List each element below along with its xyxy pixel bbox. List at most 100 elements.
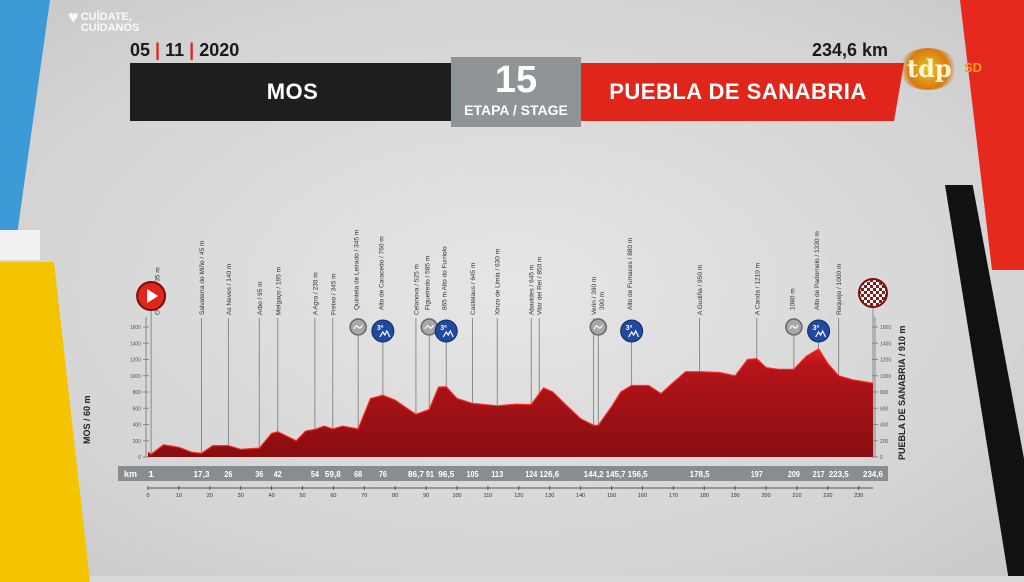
km-point-label: 217 — [813, 469, 825, 479]
km-ruler-label: 140 — [576, 493, 585, 499]
km-point-label: 145,7 — [606, 469, 626, 479]
stage-date: 05 | 11 | 2020 — [130, 40, 240, 60]
km-bar-unit: km — [124, 469, 137, 479]
waypoint-label: Arbo / 95 m — [257, 281, 264, 315]
climb-category-marker: 3ª — [620, 319, 644, 343]
km-point-label: 209 — [788, 469, 800, 479]
waypoint-label: Xinzo de Limia / 630 m — [495, 249, 502, 315]
km-ruler-label: 230 — [854, 493, 863, 499]
elevation-profile-area — [148, 348, 873, 457]
km-point-label: 1 — [148, 469, 154, 479]
km-ruler-label: 210 — [792, 493, 801, 499]
climb-category: 3ª — [626, 325, 633, 332]
waypoint-label: Freixo / 345 m — [330, 273, 337, 315]
km-point-label: 42 — [274, 469, 282, 479]
climb-category: 3ª — [377, 325, 384, 332]
left-y-tick-label: 800 — [133, 390, 142, 396]
km-point-label: 113 — [491, 469, 503, 479]
right-y-tick-label: 1000 — [880, 374, 891, 380]
waypoint-label: A Agra / 230 m — [312, 272, 319, 315]
sprint-icon-glyph — [424, 324, 434, 330]
sprint-marker — [589, 318, 608, 336]
km-ruler-label: 120 — [514, 493, 523, 499]
km-ruler-label: 180 — [700, 493, 709, 499]
km-ruler-label: 90 — [423, 493, 429, 499]
left-y-tick-label: 1200 — [130, 358, 141, 364]
start-banner: MOS — [130, 63, 455, 121]
left-y-tick-label: 1000 — [130, 374, 141, 380]
white-stripe — [0, 230, 40, 260]
waypoint-label: 390 m — [599, 292, 606, 310]
km-ruler-label: 200 — [761, 493, 770, 499]
climb-category: 3ª — [440, 325, 447, 332]
left-y-tick-label: 0 — [138, 455, 141, 461]
km-point-label: 59,8 — [325, 469, 341, 479]
waypoint-label: Alto de Padornelo / 1330 m — [814, 231, 821, 310]
play-icon — [147, 289, 159, 303]
sprint-icon-glyph — [593, 324, 603, 330]
stage-distance: 234,6 km — [812, 40, 889, 60]
km-point-label: 36 — [255, 469, 263, 479]
left-y-tick-label: 200 — [133, 439, 142, 445]
km-ruler-label: 20 — [207, 493, 213, 499]
sd-badge: SD — [964, 60, 983, 75]
km-point-label: 17,3 — [193, 469, 209, 479]
left-y-tick-label: 400 — [133, 423, 142, 429]
stage-label: ETAPA / STAGE — [464, 102, 568, 118]
heart-icon: ♥ — [68, 7, 79, 27]
waypoint-label: 1080 m — [789, 288, 796, 310]
left-y-tick-label: 600 — [133, 406, 142, 412]
climb-category-marker: 3ª — [371, 319, 395, 343]
sprint-marker — [420, 318, 438, 336]
mountain-icon-glyph — [442, 329, 454, 338]
km-point-label: 178,5 — [690, 469, 710, 479]
waypoint-label: Figueiredo / 585 m — [425, 256, 432, 310]
right-y-tick-label: 600 — [880, 406, 889, 412]
waypoint-label: Celanova / 525 m — [413, 264, 420, 315]
km-point-label: 234,6 — [863, 469, 883, 479]
km-point-label: 54 — [311, 469, 319, 479]
km-ruler-label: 190 — [731, 493, 740, 499]
waypoint-label: Castelaus / 645 m — [470, 263, 477, 315]
km-point-label: 223,5 — [829, 469, 849, 479]
km-ruler-label: 130 — [545, 493, 554, 499]
tdp-logo — [898, 48, 958, 90]
start-marker — [136, 281, 167, 311]
sprint-marker — [349, 318, 367, 336]
sprint-icon-glyph — [789, 324, 799, 330]
waypoint-label: Alto de Caracedo / 760 m — [378, 236, 385, 310]
km-ruler-label: 220 — [823, 493, 832, 499]
waypoint-label: Alto de Fumaces / 880 m — [627, 238, 634, 310]
waypoint-label: Quintela de Leirado / 345 m — [354, 230, 361, 310]
km-ruler-label: 30 — [238, 493, 244, 499]
waypoint-label: A Canda / 1210 m — [754, 263, 761, 315]
right-y-tick-label: 200 — [880, 439, 889, 445]
km-point-label: 126,6 — [539, 469, 559, 479]
right-y-tick-label: 800 — [880, 390, 889, 396]
km-point-label: 105 — [466, 469, 478, 479]
km-ruler-label: 100 — [452, 493, 461, 499]
waypoint-label: Requejo / 1000 m — [836, 264, 843, 315]
km-ruler-label: 40 — [269, 493, 275, 499]
left-y-tick-label: 1600 — [130, 325, 141, 331]
stage-number-box: 15 ETAPA / STAGE — [451, 57, 581, 127]
waypoint-label: Vilar del Rei / 850 m — [537, 257, 544, 315]
waypoint-label: As Neves / 140 m — [226, 264, 233, 315]
finish-marker — [858, 278, 888, 308]
waypoint-label: Verin / 390 m — [591, 277, 598, 315]
km-point-label: 96,5 — [438, 469, 454, 479]
stage-number: 15 — [494, 59, 538, 101]
waypoint-label: Salvaterra do Miño / 45 m — [199, 241, 206, 315]
km-bar — [118, 466, 888, 481]
km-ruler-label: 160 — [638, 493, 647, 499]
right-y-tick-label: 400 — [880, 423, 889, 429]
left-y-tick-label: 1400 — [130, 341, 141, 347]
km-point-label: 197 — [751, 469, 763, 479]
km-ruler-label: 0 — [146, 493, 149, 499]
waypoint-label: Abavides / 645 m — [529, 265, 536, 315]
km-point-label: 26 — [224, 469, 232, 479]
checkered-flag-icon — [858, 278, 888, 308]
waypoint-label: 865 m Alto do Furriolo — [442, 246, 449, 310]
km-point-label: 86,7 — [408, 469, 424, 479]
km-ruler-label: 70 — [361, 493, 367, 499]
